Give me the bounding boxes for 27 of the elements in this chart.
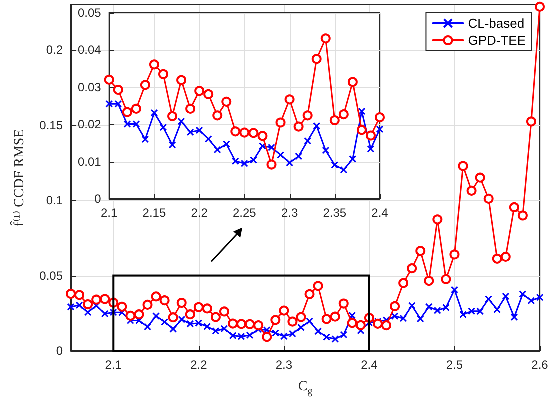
x-tick-label: 2.4	[372, 206, 389, 220]
x-tick-label: 2.35	[323, 206, 347, 220]
legend-label: CL-based	[468, 16, 525, 31]
x-tick-label: 2.4	[361, 358, 378, 372]
y-tick-label: 0.01	[78, 154, 102, 169]
x-tick-label: 2.3	[281, 206, 298, 220]
y-tick-label: 0.04	[78, 43, 102, 58]
y-tick-label: 0.15	[40, 118, 64, 132]
x-tick-label: 2.2	[191, 206, 208, 220]
x-tick-label: 2.1	[101, 206, 118, 220]
legend-label: GPD-TEE	[468, 33, 526, 48]
x-tick-label: 2.1	[105, 358, 122, 372]
y-tick-label: 0	[56, 344, 64, 358]
y-tick-label: 0.05	[40, 268, 64, 283]
y-tick-label: 0	[94, 192, 102, 206]
y-tick-label: 0.1	[46, 194, 64, 208]
x-tick-label: 2.6	[532, 358, 549, 372]
y-tick-label: 0.05	[78, 6, 102, 20]
y-tick-label: 0.03	[78, 80, 102, 94]
x-tick-label: 2.15	[142, 206, 166, 220]
x-tick-label: 2.2	[190, 358, 208, 372]
x-tick-label: 2.5	[446, 358, 464, 372]
y-tick-label: 0.02	[78, 118, 102, 132]
y-tick-label: 0.2	[46, 43, 64, 58]
x-tick-label: 2.25	[233, 206, 257, 220]
y-axis-title: f̂⁽¹⁾ CCDF RMSE	[10, 129, 28, 227]
x-tick-label: 2.3	[276, 358, 293, 372]
